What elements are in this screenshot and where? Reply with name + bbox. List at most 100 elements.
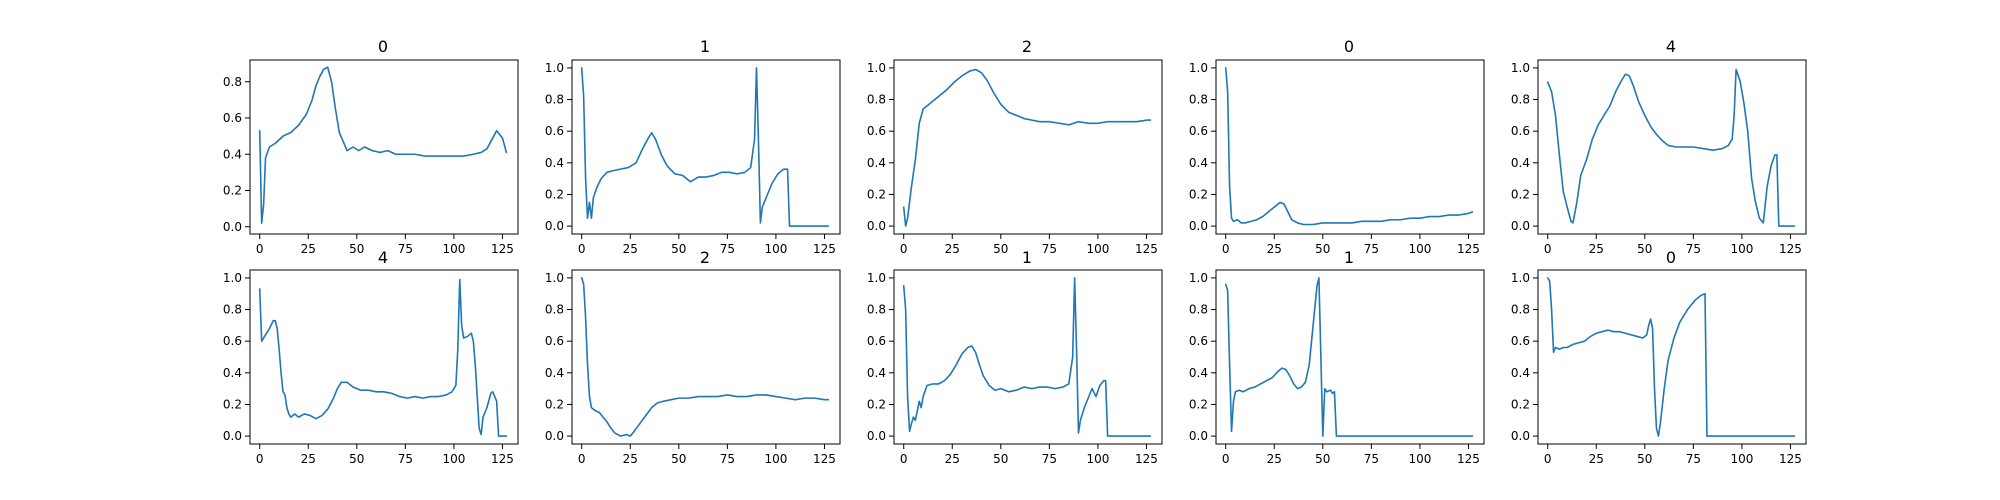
x-tick-label: 25 xyxy=(1589,452,1604,466)
x-tick-label: 50 xyxy=(349,242,364,256)
y-tick-label: 0.6 xyxy=(223,111,242,125)
x-tick-label: 75 xyxy=(1364,242,1379,256)
axes-frame xyxy=(1215,59,1485,235)
y-tick-label: 0.6 xyxy=(545,124,564,138)
x-tick-label: 75 xyxy=(1364,452,1379,466)
x-tick-label: 100 xyxy=(764,452,787,466)
x-tick-label: 50 xyxy=(1315,452,1330,466)
x-tick-label: 50 xyxy=(1315,242,1330,256)
y-tick-label: 0.2 xyxy=(1511,397,1530,411)
y-tick-label: 0.2 xyxy=(867,397,886,411)
series-line xyxy=(1546,68,1796,227)
y-tick-label: 0.2 xyxy=(545,397,564,411)
plot-area: 0 25 50 75 100 125 0.0 0.2 0.4 0.6 0.8 1.0 xyxy=(867,269,1163,466)
series-line xyxy=(580,277,830,437)
y-tick-label: 0.6 xyxy=(1189,124,1208,138)
y-tick-label: 0.0 xyxy=(223,429,242,443)
plot-area: 0 25 50 75 100 125 0.0 0.2 0.4 0.6 0.8 1.0 xyxy=(545,269,841,466)
y-tick-label: 0.2 xyxy=(1511,187,1530,201)
y-tick-label: 0.0 xyxy=(867,219,886,233)
axes-frame xyxy=(571,269,841,445)
x-tick-label: 0 xyxy=(256,242,264,256)
x-tick-label: 100 xyxy=(764,242,787,256)
x-tick-label: 125 xyxy=(491,452,514,466)
x-tick-label: 0 xyxy=(1222,452,1230,466)
y-tick-label: 0.0 xyxy=(1189,429,1208,443)
subplot-panel-1: 0 0 25 50 75 100 125 0.0 0.2 0.4 0.6 0.8 xyxy=(223,37,519,256)
plot-area: 0 25 50 75 100 125 0.0 0.2 0.4 0.6 0.8 1.0 xyxy=(545,59,841,256)
x-tick-label: 75 xyxy=(720,452,735,466)
panel-title: 0 xyxy=(378,37,388,56)
axes-frame xyxy=(1537,59,1807,235)
y-tick-label: 0.6 xyxy=(1189,334,1208,348)
y-tick-label: 0.4 xyxy=(867,366,886,380)
x-tick-label: 25 xyxy=(301,452,316,466)
plot-area: 0 25 50 75 100 125 0.0 0.2 0.4 0.6 0.8 1.0 xyxy=(867,59,1163,256)
x-tick-label: 75 xyxy=(1686,242,1701,256)
x-tick-label: 0 xyxy=(256,452,264,466)
y-tick-label: 0.0 xyxy=(223,220,242,234)
subplot-panel-7: 2 0 25 50 75 100 125 0.0 0.2 0.4 0.6 0.8 1.0 xyxy=(545,248,841,466)
y-tick-label: 0.2 xyxy=(545,187,564,201)
y-tick-label: 1.0 xyxy=(867,61,886,75)
y-tick-label: 0.2 xyxy=(1189,397,1208,411)
subplot-panel-2: 1 0 25 50 75 100 125 0.0 0.2 0.4 0.6 0.8 1.0 xyxy=(545,37,841,256)
series-line xyxy=(1546,277,1796,437)
x-tick-label: 75 xyxy=(1042,452,1057,466)
panel-title: 1 xyxy=(1344,248,1354,267)
x-tick-label: 50 xyxy=(1637,242,1652,256)
series-line xyxy=(902,68,1152,227)
y-tick-label: 1.0 xyxy=(1189,61,1208,75)
y-tick-label: 0.6 xyxy=(1511,124,1530,138)
x-tick-label: 50 xyxy=(671,452,686,466)
x-tick-label: 100 xyxy=(1408,452,1431,466)
subplot-panel-5: 4 0 25 50 75 100 125 0.0 0.2 0.4 0.6 0.8 1.0 xyxy=(1511,37,1807,256)
panel-title: 4 xyxy=(378,248,388,267)
y-tick-label: 1.0 xyxy=(1511,271,1530,285)
plot-area: 0 25 50 75 100 125 0.0 0.2 0.4 0.6 0.8 1.0 xyxy=(1511,59,1807,256)
y-tick-label: 0.6 xyxy=(223,334,242,348)
axes-frame xyxy=(1215,269,1485,445)
panel-title: 0 xyxy=(1344,37,1354,56)
x-tick-label: 25 xyxy=(301,242,316,256)
panel-title: 1 xyxy=(700,37,710,56)
x-tick-label: 100 xyxy=(442,452,465,466)
plot-area: 0 25 50 75 100 125 0.0 0.2 0.4 0.6 0.8 1.0 xyxy=(223,269,519,466)
axes-frame xyxy=(249,59,519,235)
plot-area: 0 25 50 75 100 125 0.0 0.2 0.4 0.6 0.8 1.0 xyxy=(1189,59,1485,256)
x-tick-label: 125 xyxy=(491,242,514,256)
subplot-panel-8: 1 0 25 50 75 100 125 0.0 0.2 0.4 0.6 0.8 1.0 xyxy=(867,248,1163,466)
x-tick-label: 25 xyxy=(1267,452,1282,466)
x-tick-label: 125 xyxy=(813,452,836,466)
y-tick-label: 0.4 xyxy=(1511,156,1530,170)
x-tick-label: 25 xyxy=(1267,242,1282,256)
x-tick-label: 125 xyxy=(1457,242,1480,256)
x-tick-label: 0 xyxy=(578,242,586,256)
x-tick-label: 0 xyxy=(1222,242,1230,256)
axes-frame xyxy=(893,59,1163,235)
y-tick-label: 0.0 xyxy=(545,429,564,443)
y-tick-label: 0.8 xyxy=(1511,303,1530,317)
x-tick-label: 125 xyxy=(813,242,836,256)
y-tick-label: 0.4 xyxy=(867,156,886,170)
y-tick-label: 0.0 xyxy=(1511,429,1530,443)
y-tick-label: 1.0 xyxy=(223,271,242,285)
x-tick-label: 125 xyxy=(1457,452,1480,466)
y-tick-label: 0.4 xyxy=(545,156,564,170)
x-tick-label: 100 xyxy=(1086,242,1109,256)
y-tick-label: 0.0 xyxy=(1189,219,1208,233)
y-tick-label: 0.4 xyxy=(1189,366,1208,380)
y-tick-label: 0.8 xyxy=(1189,93,1208,107)
panel-title: 2 xyxy=(1022,37,1032,56)
x-tick-label: 100 xyxy=(1730,452,1753,466)
y-tick-label: 0.8 xyxy=(545,93,564,107)
series-line xyxy=(1224,67,1474,226)
y-tick-label: 0.6 xyxy=(867,124,886,138)
y-tick-label: 0.0 xyxy=(867,429,886,443)
y-tick-label: 0.6 xyxy=(867,334,886,348)
y-tick-label: 0.8 xyxy=(223,75,242,89)
x-tick-label: 75 xyxy=(398,452,413,466)
y-tick-label: 1.0 xyxy=(545,61,564,75)
y-tick-label: 0.2 xyxy=(867,187,886,201)
x-tick-label: 125 xyxy=(1779,452,1802,466)
